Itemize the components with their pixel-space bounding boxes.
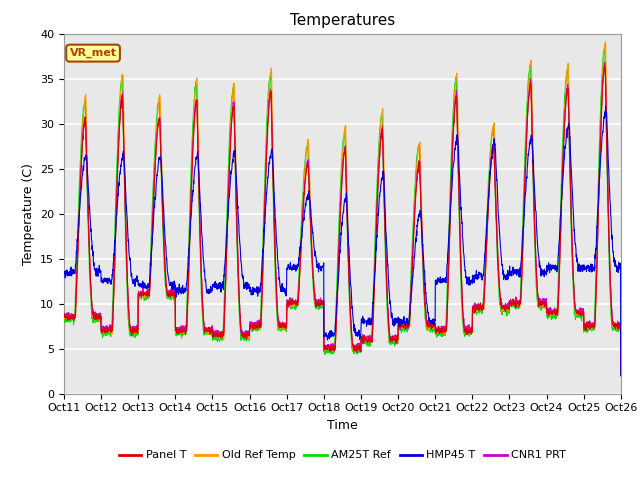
Panel T: [617, 372, 625, 378]
Old Ref Temp: [568, 212, 575, 217]
AM25T Ref: [617, 372, 625, 378]
Old Ref Temp: [504, 304, 512, 310]
Line: HMP45 T: HMP45 T: [64, 106, 621, 375]
HMP45 T: [617, 372, 625, 378]
Old Ref Temp: [216, 334, 223, 339]
AM25T Ref: [601, 45, 609, 50]
CNR1 PRT: [617, 372, 625, 378]
HMP45 T: [504, 274, 512, 280]
AM25T Ref: [504, 307, 512, 312]
CNR1 PRT: [358, 334, 366, 340]
Panel T: [216, 331, 223, 336]
X-axis label: Time: Time: [327, 419, 358, 432]
AM25T Ref: [358, 338, 366, 344]
HMP45 T: [602, 103, 609, 109]
Panel T: [583, 323, 591, 329]
CNR1 PRT: [371, 273, 378, 279]
AM25T Ref: [583, 327, 591, 333]
CNR1 PRT: [60, 312, 68, 317]
Panel T: [601, 63, 609, 69]
Old Ref Temp: [358, 336, 366, 341]
Y-axis label: Temperature (C): Temperature (C): [22, 163, 35, 264]
AM25T Ref: [60, 318, 68, 324]
Old Ref Temp: [602, 39, 609, 45]
HMP45 T: [583, 263, 591, 269]
HMP45 T: [568, 174, 575, 180]
Line: Panel T: Panel T: [64, 66, 621, 375]
Old Ref Temp: [583, 323, 591, 328]
Old Ref Temp: [60, 314, 68, 320]
Legend: Panel T, Old Ref Temp, AM25T Ref, HMP45 T, CNR1 PRT: Panel T, Old Ref Temp, AM25T Ref, HMP45 …: [115, 446, 570, 465]
CNR1 PRT: [568, 223, 575, 228]
Panel T: [60, 313, 68, 319]
HMP45 T: [358, 320, 366, 326]
Title: Temperatures: Temperatures: [290, 13, 395, 28]
HMP45 T: [371, 276, 378, 281]
AM25T Ref: [568, 238, 575, 244]
Text: VR_met: VR_met: [70, 48, 116, 58]
Panel T: [568, 224, 575, 229]
Line: Old Ref Temp: Old Ref Temp: [64, 42, 621, 375]
AM25T Ref: [371, 255, 378, 261]
CNR1 PRT: [216, 331, 223, 336]
AM25T Ref: [216, 336, 223, 342]
Line: CNR1 PRT: CNR1 PRT: [64, 62, 621, 375]
Panel T: [504, 304, 512, 310]
Old Ref Temp: [371, 283, 378, 289]
HMP45 T: [60, 269, 68, 275]
Old Ref Temp: [617, 372, 625, 378]
HMP45 T: [216, 280, 223, 286]
CNR1 PRT: [583, 319, 591, 324]
Line: AM25T Ref: AM25T Ref: [64, 48, 621, 375]
CNR1 PRT: [504, 303, 512, 309]
Panel T: [358, 333, 366, 339]
Panel T: [371, 276, 378, 282]
CNR1 PRT: [601, 60, 609, 65]
